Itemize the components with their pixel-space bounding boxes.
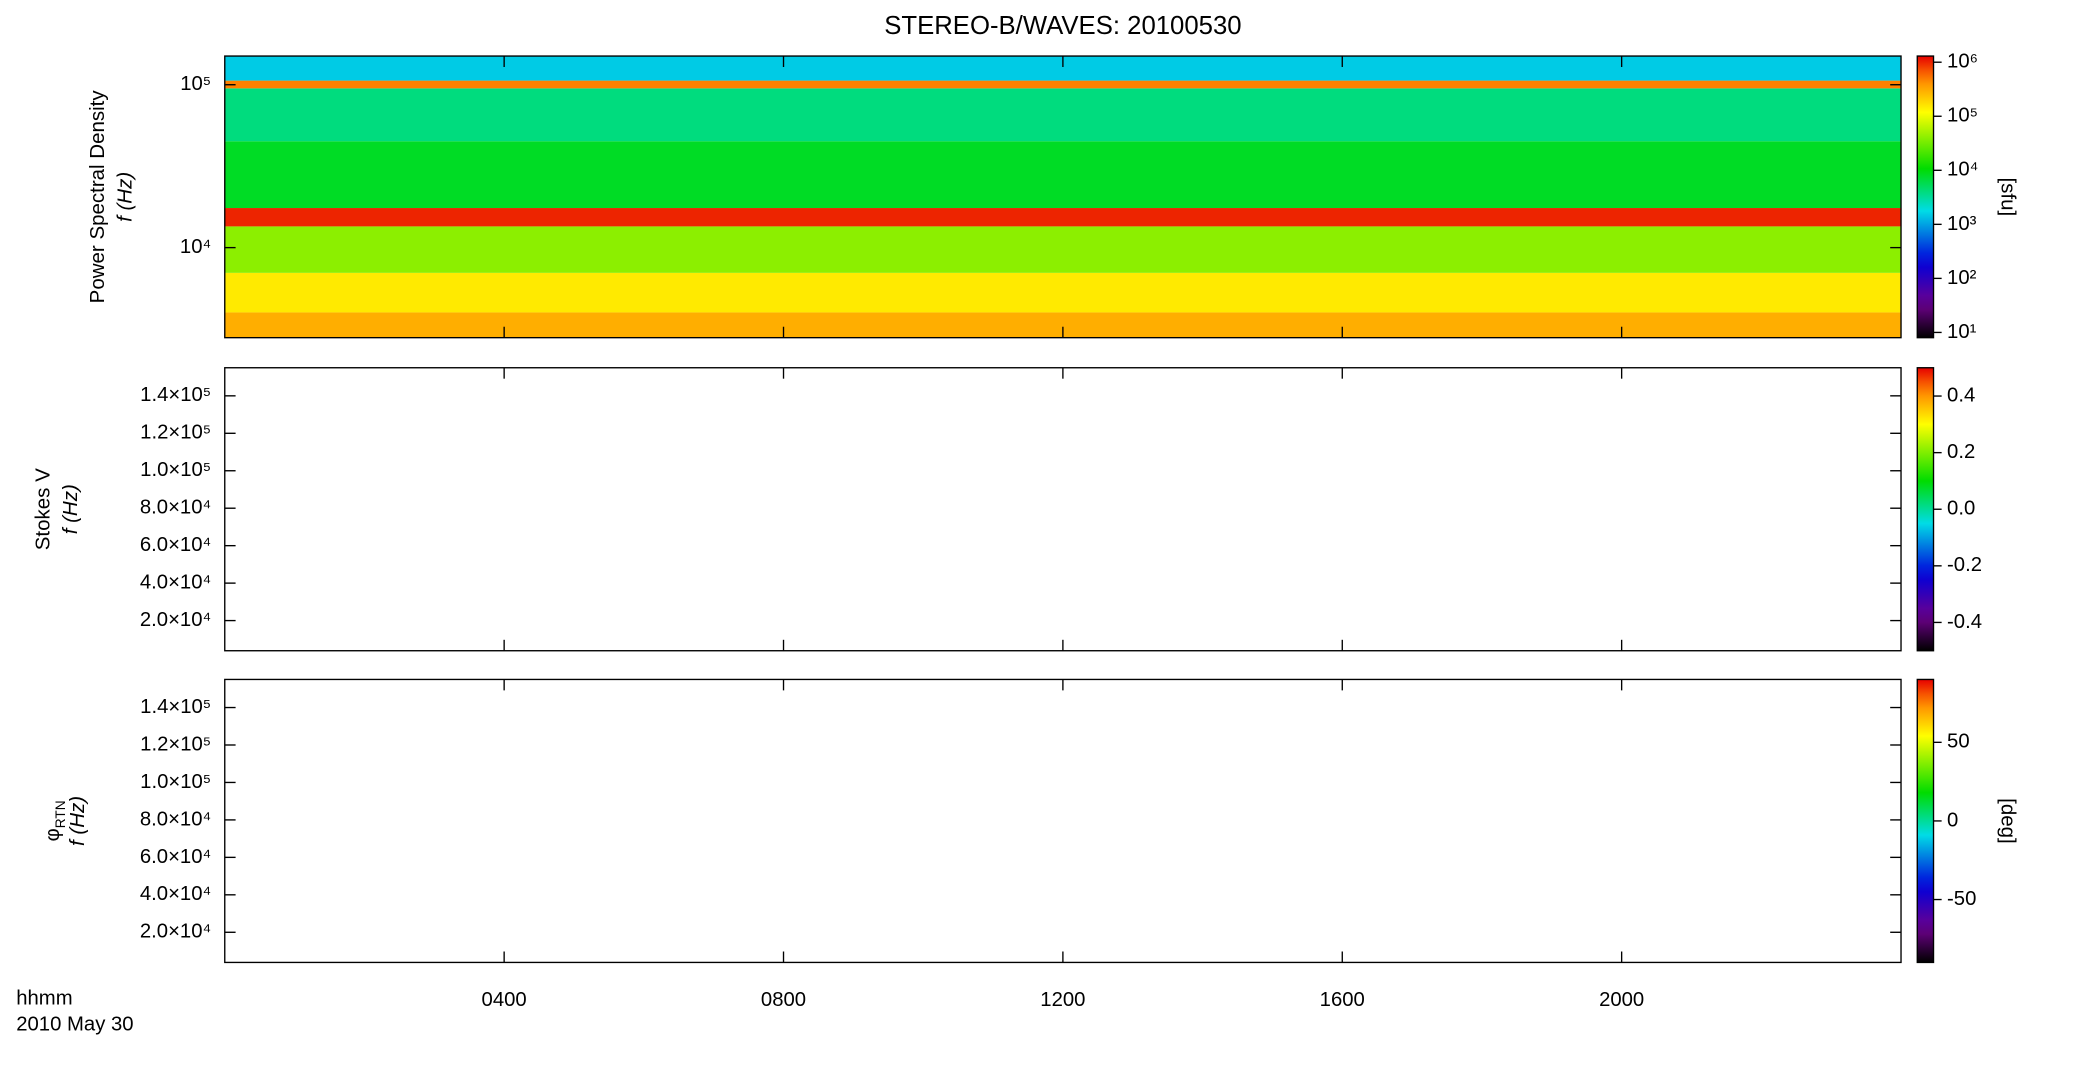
colorbar-label: [deg] [1996,798,2018,844]
y-axis-title: Stokes V [33,468,55,550]
x-tick-label: 0800 [761,989,806,1011]
y-tick-label: 4.0×10⁴ [140,571,211,593]
colorbar-tick-label: 0.2 [1947,441,1975,463]
y-axis-title-text: φ [43,828,65,841]
y-axis-title: φRTN [43,800,69,841]
colorbar-tick-label: 10⁶ [1947,51,1978,73]
colorbar [1916,367,1935,652]
colorbar-tick-label: 10³ [1947,213,1977,235]
y-tick-label: 1.2×10⁵ [140,422,211,444]
y-tick-label: 1.0×10⁵ [140,771,211,793]
colorbar-tick-label: 10² [1947,267,1977,289]
colorbar [1916,55,1935,339]
x-tick-label: 1600 [1320,989,1365,1011]
heatmap-cell [224,141,1902,209]
colorbar-tick-label: -50 [1947,888,1976,910]
heatmap-cell [224,226,1902,273]
y-axis-title-text: Stokes V [33,468,55,550]
colorbar-label: [sfu] [1996,178,2018,217]
y-tick-label: 6.0×10⁴ [140,846,211,868]
y-axis-unit: f (Hz) [67,796,89,846]
y-axis-title-text: Power Spectral Density [87,90,109,304]
colorbar-tick-label: -0.2 [1947,554,1982,576]
colorbar-tick-label: 0 [1947,809,1958,831]
chart-title: STEREO-B/WAVES: 20100530 [884,12,1241,40]
y-tick-label: 10⁵ [180,73,211,95]
x-tick-label: 1200 [1040,989,1085,1011]
colorbar-tick-label: 50 [1947,731,1970,753]
colorbar-tick-label: 10⁵ [1947,105,1978,127]
colorbar [1916,678,1935,964]
date-label: 2010 May 30 [16,1014,133,1036]
y-tick-label: 1.0×10⁵ [140,459,211,481]
y-tick-label: 1.4×10⁵ [140,696,211,718]
colorbar-tick-label: 0.4 [1947,384,1975,406]
heatmap-cell [224,80,1902,89]
y-tick-label: 6.0×10⁴ [140,534,211,556]
y-axis-title-sub: RTN [53,800,68,828]
y-tick-label: 1.4×10⁵ [140,384,211,406]
heatmap-cell [224,88,1902,142]
x-tick-label: 0400 [482,989,527,1011]
colorbar-tick-label: 0.0 [1947,498,1975,520]
y-axis-title: Power Spectral Density [87,90,109,304]
y-tick-label: 4.0×10⁴ [140,883,211,905]
heatmap-cell [224,208,1902,227]
plot-frame [224,367,1902,652]
y-axis-unit: f (Hz) [114,172,136,222]
heatmap-cell [224,272,1902,313]
y-axis-unit: f (Hz) [60,484,82,534]
x-axis-label: hhmm [16,988,72,1010]
colorbar-tick-label: -0.4 [1947,611,1982,633]
y-tick-label: 2.0×10⁴ [140,921,211,943]
y-tick-label: 10⁴ [180,236,211,258]
plot-frame [224,678,1902,964]
y-tick-label: 1.2×10⁵ [140,733,211,755]
y-tick-label: 8.0×10⁴ [140,497,211,519]
x-tick-label: 2000 [1599,989,1644,1011]
colorbar-tick-label: 10¹ [1947,321,1977,343]
colorbar-tick-label: 10⁴ [1947,159,1978,181]
y-tick-label: 2.0×10⁴ [140,609,211,631]
y-tick-label: 8.0×10⁴ [140,808,211,830]
